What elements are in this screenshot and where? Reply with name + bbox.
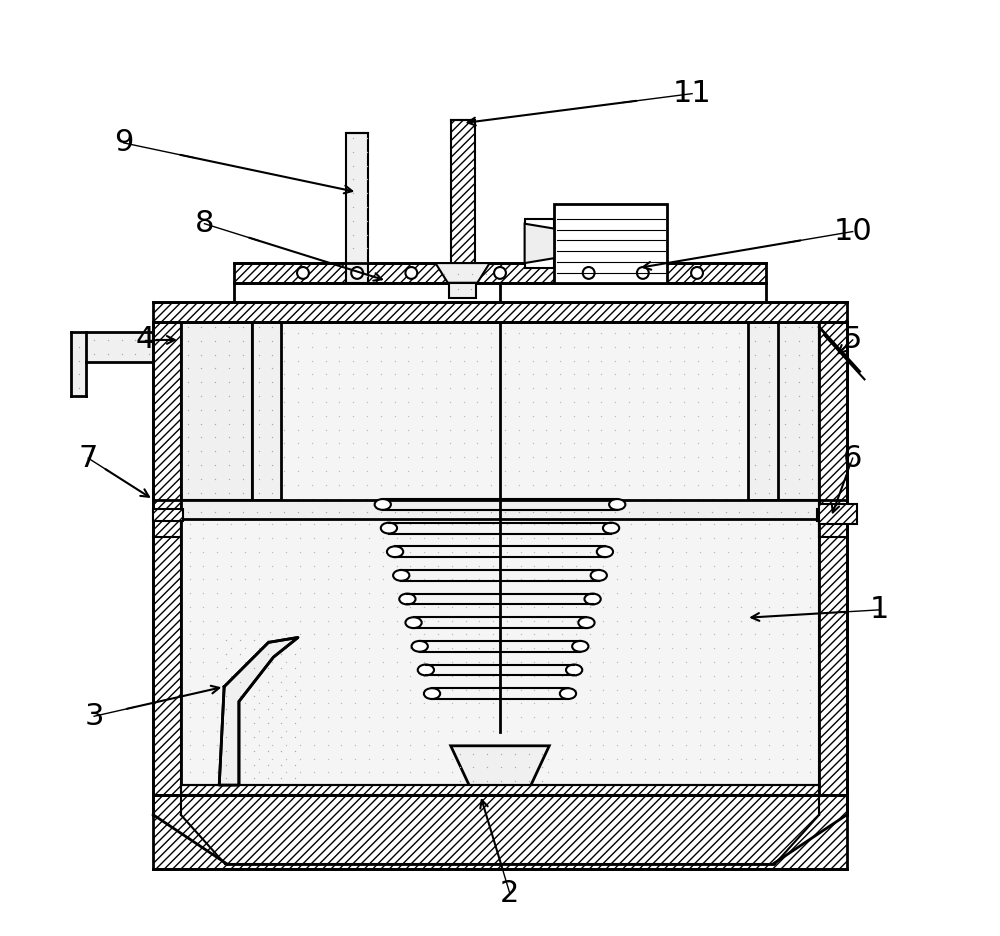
Circle shape [297,267,309,279]
Circle shape [405,267,417,279]
Ellipse shape [381,522,397,534]
Text: 3: 3 [84,702,104,731]
Circle shape [637,267,649,279]
Text: 11: 11 [673,80,711,109]
Bar [234,263,766,283]
Bar [153,302,847,322]
Bar [181,322,252,500]
Ellipse shape [393,570,409,581]
Bar [817,509,847,521]
Polygon shape [71,332,86,396]
Ellipse shape [375,499,391,510]
Text: 1: 1 [870,595,889,624]
Polygon shape [86,332,153,361]
Ellipse shape [584,593,601,605]
Polygon shape [153,814,227,864]
Bar [819,505,857,524]
Text: 8: 8 [195,209,214,238]
Ellipse shape [609,499,625,510]
Ellipse shape [591,570,607,581]
Text: 9: 9 [114,128,133,157]
Polygon shape [525,224,554,263]
Bar [153,322,181,814]
Text: 6: 6 [843,444,862,473]
Ellipse shape [418,665,434,676]
Circle shape [691,267,703,279]
Text: 4: 4 [136,326,155,355]
Bar [819,322,847,814]
Bar [252,322,281,500]
Bar [153,509,183,521]
Text: 10: 10 [833,217,872,246]
Circle shape [583,267,595,279]
Ellipse shape [387,547,403,557]
Text: 5: 5 [843,326,862,355]
Text: 2: 2 [500,879,520,908]
Polygon shape [451,746,549,790]
Bar [181,322,819,519]
Polygon shape [435,263,490,283]
Bar [451,120,475,283]
Polygon shape [773,814,847,864]
Ellipse shape [603,522,619,534]
Ellipse shape [424,688,440,699]
Ellipse shape [572,641,588,651]
Circle shape [494,267,506,279]
Ellipse shape [412,641,428,651]
Ellipse shape [399,593,416,605]
Text: 7: 7 [79,444,98,473]
Bar [748,322,778,500]
Ellipse shape [560,688,576,699]
Ellipse shape [578,617,595,628]
Ellipse shape [566,665,582,676]
Ellipse shape [405,617,422,628]
Bar [181,500,819,519]
Ellipse shape [597,547,613,557]
Bar [181,519,819,795]
Bar [181,785,819,795]
Bar [525,219,554,268]
Circle shape [351,267,363,279]
Bar [554,204,667,283]
Bar [778,322,819,500]
Polygon shape [219,637,298,785]
Bar [346,133,368,283]
Bar [153,795,847,869]
Bar [449,283,476,298]
